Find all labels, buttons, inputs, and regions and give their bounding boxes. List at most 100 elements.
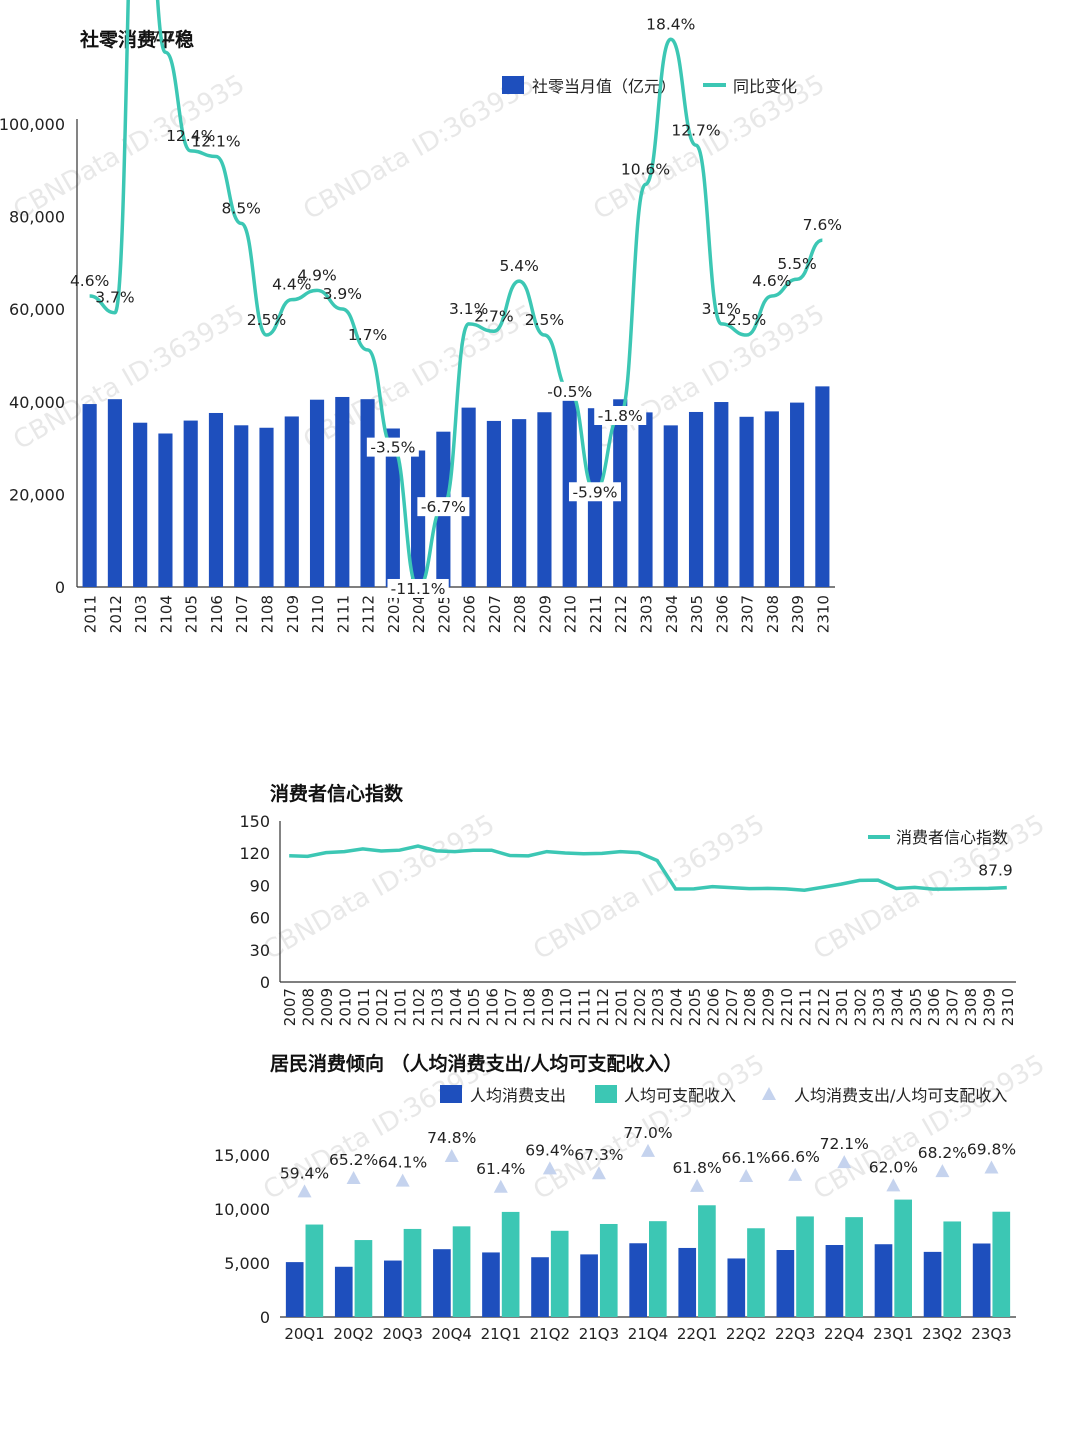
yoy-label-2105-group: 12.4% [166,127,215,145]
bar-2306 [714,402,729,587]
bar-spend-21Q4 [629,1243,647,1317]
bar-2303 [638,412,653,587]
bar-2107 [234,425,249,587]
x-tick-2103: 2103 [428,988,446,1026]
legend-swatch-bar [502,76,524,94]
y-tick-label: 20,000 [9,485,65,504]
x-tick-2307: 2307 [944,988,962,1026]
yoy-label-2112-group: 1.7% [348,326,387,344]
x-tick-2307: 2307 [739,595,757,633]
watermark-text: CBNData ID:363935 [809,1049,1050,1206]
ratio-marker-20Q4 [444,1148,459,1162]
yoy-label-2303: 10.6% [621,160,670,178]
bar-2106 [208,412,224,587]
bar-2112 [360,399,375,587]
ratio-marker-20Q1 [297,1184,312,1198]
x-tick-2202: 2202 [631,988,649,1026]
ratio-label-21Q2: 69.4% [525,1141,574,1159]
bar-income-20Q3 [403,1228,422,1317]
bar-income-23Q1 [894,1199,912,1317]
yoy-label-2210: -0.5% [547,383,592,401]
bar-spend-20Q1 [285,1262,304,1317]
x-tick-20Q3: 20Q3 [382,1325,422,1343]
yoy-label-2310: 7.6% [803,216,842,234]
x-tick-2207: 2207 [723,988,741,1026]
x-tick-2201: 2201 [612,988,630,1026]
x-tick-2303: 2303 [638,595,656,633]
bar-2108 [259,427,274,587]
yoy-label-2206: 3.1% [449,300,488,318]
y-tick-label: 30 [250,941,270,960]
legend-label-ratio: 人均消费支出/人均可支配收入 [794,1086,1007,1105]
yoy-label-2205: -6.7% [421,498,466,516]
yoy-label-2209-group: 2.5% [525,311,564,329]
yoy-label-2012: 3.7% [95,289,134,307]
bar-2309 [790,402,805,587]
bar-spend-22Q4 [825,1245,844,1317]
chart3-markers: 59.4%65.2% 64.1%74.8%61.4%69.4% 67.3%77.0%… [280,1124,1016,1198]
ratio-label-20Q3: 64.1% [378,1154,427,1172]
x-tick-22Q2: 22Q2 [726,1325,766,1343]
bar-2305 [688,411,704,587]
yoy-label-2207: 2.7% [474,307,513,325]
yoy-label-2107-group: 8.5% [222,199,261,217]
bar-income-22Q3 [796,1216,814,1317]
yoy-label-2309-group: 5.5% [777,255,816,273]
yoy-label-2307: 2.5% [727,311,766,329]
yoy-label-2112: 1.7% [348,326,387,344]
legend-swatch-spend [440,1085,462,1103]
ratio-marker-20Q2 [346,1171,361,1185]
x-tick-2011: 2011 [82,595,100,633]
x-tick-2012: 2012 [373,988,391,1026]
chart1-axes: 0 20,000 40,000 60,000 80,000 100,000 2011 2012… [0,115,835,633]
x-tick-2204: 2204 [410,595,428,633]
bar-2308 [764,411,779,587]
yoy-label-2106: 12.1% [191,132,240,150]
x-tick-2009: 2009 [318,988,336,1026]
y-tick-label: 0 [260,1308,270,1327]
ratio-marker-23Q1 [886,1178,901,1192]
ratio-label-22Q2: 66.1% [722,1149,771,1167]
yoy-label-2211-bg [568,482,621,502]
ratio-label-21Q1: 61.4% [476,1160,525,1178]
chart1-bars [82,386,830,587]
yoy-label-2207-group: 2.7% [474,307,513,325]
x-tick-2106: 2106 [484,988,502,1026]
bar-spend-20Q3 [384,1260,402,1317]
x-tick-2209: 2209 [536,595,554,633]
bar-income-23Q2 [943,1221,962,1317]
x-tick-21Q2: 21Q2 [530,1325,570,1343]
yoy-label-2108-group: 2.5% [247,311,286,329]
yoy-label-2209: 2.5% [525,311,564,329]
ratio-marker-23Q2 [935,1164,950,1178]
yoy-label-2305: 12.7% [671,121,720,139]
x-tick-2308: 2308 [764,595,782,633]
watermark-layer: CBNData ID:363935 CBNData ID:363935 CBNDat… [9,69,1050,1206]
x-tick-2301: 2301 [833,988,851,1026]
x-tick-2204: 2204 [668,988,686,1026]
legend-label-yoy: 同比变化 [733,77,797,96]
legend-label-spend: 人均消费支出 [470,1086,566,1105]
yoy-label-2210-group: -0.5% [543,381,596,401]
yoy-label-2205-group: -6.7% [417,497,470,517]
x-tick-22Q4: 22Q4 [824,1325,864,1343]
ratio-label-23Q3: 69.8% [967,1140,1016,1158]
y-tick-label: 120 [239,844,270,863]
consumption-propensity-chart: 居民消费倾向 （人均消费支出/人均可支配收入） 人均消费支出 人均可支配收入 人… [214,1052,1016,1343]
x-tick-2007: 2007 [281,988,299,1026]
yoy-label-2212-group: -1.8% [594,406,647,425]
bar-2304 [663,425,678,587]
confidence-line [289,844,1007,892]
chart1-data-labels: 4.6%3.7%34.2%17.7%12.4%12.1%8.5%2.5%4.4%… [70,15,842,598]
x-tick-2110: 2110 [309,595,327,633]
chart3-title: 居民消费倾向 （人均消费支出/人均可支配收入） [270,1052,683,1075]
x-tick-2206: 2206 [704,988,722,1026]
bar-2307 [739,416,754,587]
x-tick-2105: 2105 [183,595,201,633]
yoy-label-2204: -11.1% [391,580,446,598]
x-tick-2306: 2306 [713,595,731,633]
bar-income-20Q4 [452,1226,471,1317]
bar-2011 [82,404,97,587]
x-tick-2011: 2011 [355,988,373,1026]
